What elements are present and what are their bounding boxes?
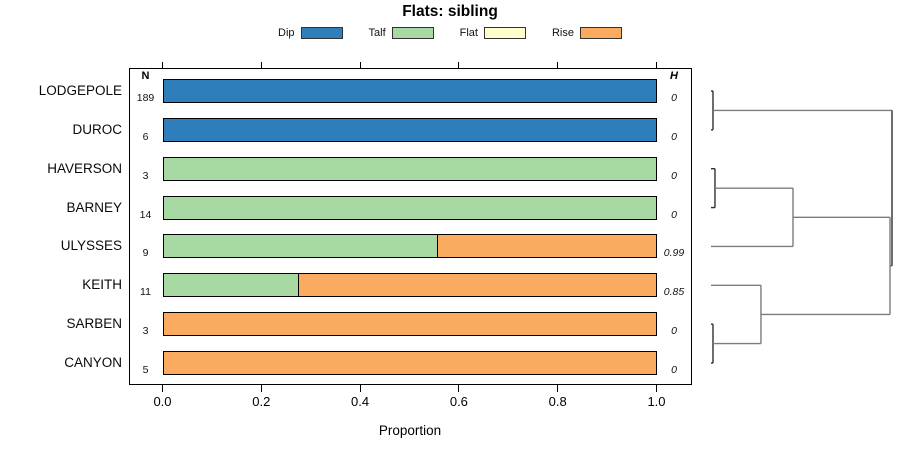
x-axis-label: Proportion [378,423,442,438]
x-axis-tick-top [557,61,559,68]
bar-segment-dip [163,118,656,141]
bar-segment-talf [163,157,656,180]
legend-label: Rise [551,27,574,39]
h-value: 0 [671,363,677,376]
row-label: LODGEPOLE [38,83,122,98]
bar-duroc [162,117,657,142]
row-label: DUROC [72,121,123,137]
n-value: 6 [142,130,149,143]
legend-swatch-talf [391,27,434,39]
x-axis-tick-bottom [458,385,460,392]
chart-title: Flats: sibling [402,3,498,20]
bar-haverson [162,156,657,181]
x-axis-tick-label: 0.0 [153,394,172,409]
h-value: 0 [671,169,677,182]
h-column-header: H [670,70,678,82]
n-value: 3 [142,325,149,338]
bar-lodgepole [162,79,657,103]
legend-label: Talf [368,27,386,39]
legend-item-dip: Dip [278,27,343,39]
x-axis-tick-bottom [260,385,262,392]
x-axis-tick-bottom [655,385,658,392]
row-label: CANYON [64,354,122,370]
bar-canyon [162,350,657,375]
n-value: 11 [140,286,151,299]
x-axis-tick-top [458,61,460,68]
h-value: 0 [671,130,677,143]
legend-label: Dip [278,27,295,39]
h-value: 0 [671,325,677,338]
legend-swatch-dip [300,27,343,39]
row-label: BARNEY [66,199,122,215]
bar-segment-talf [163,235,438,258]
row-label: SARBEN [66,316,122,332]
h-value: 0 [671,92,677,104]
x-axis-tick-label: 0.2 [252,394,271,409]
bar-sarben [162,312,657,337]
bar-segment-rise [163,351,656,374]
x-axis-tick-top [161,61,164,68]
n-column-header: N [141,70,150,82]
x-axis-tick-label: 0.4 [351,394,370,409]
n-value: 5 [142,363,149,376]
bar-segment-rise [297,274,656,297]
bar-keith [162,273,657,298]
legend: Dip Talf Flat Rise [39,25,861,41]
row-label: HAVERSON [47,160,122,176]
bar-segment-talf [163,196,656,219]
bar-segment-talf [163,274,298,297]
h-value: 0.99 [663,247,685,260]
legend-item-flat: Flat [460,27,526,39]
n-value: 189 [136,92,155,104]
plot-frame [128,68,692,385]
x-axis-tick-bottom [161,385,164,392]
x-axis-tick-bottom [557,385,559,392]
legend-item-rise: Rise [552,27,622,39]
x-axis-tick-label: 0.8 [548,394,567,409]
x-axis-tick-top [359,61,361,68]
x-axis-tick-bottom [359,385,361,392]
h-value: 0 [671,208,677,221]
bar-segment-dip [163,80,656,102]
x-axis-tick-top [260,61,262,68]
legend-label: Flat [459,27,478,39]
n-value: 3 [142,169,149,182]
x-axis-tick-top [655,61,658,68]
h-value: 0.85 [663,286,685,299]
bar-segment-rise [163,313,656,336]
row-label: ULYSSES [60,238,122,254]
bar-barney [162,195,657,220]
x-axis-tick-label: 0.6 [449,394,468,409]
n-value: 14 [139,208,152,221]
legend-swatch-flat [483,27,526,39]
legend-swatch-rise [580,27,622,39]
x-axis-tick-label: 1.0 [647,394,666,409]
legend-item-talf: Talf [369,27,434,39]
bar-segment-rise [437,235,656,258]
n-value: 9 [142,247,149,260]
row-label: KEITH [82,277,122,293]
bar-ulysses [162,234,657,259]
